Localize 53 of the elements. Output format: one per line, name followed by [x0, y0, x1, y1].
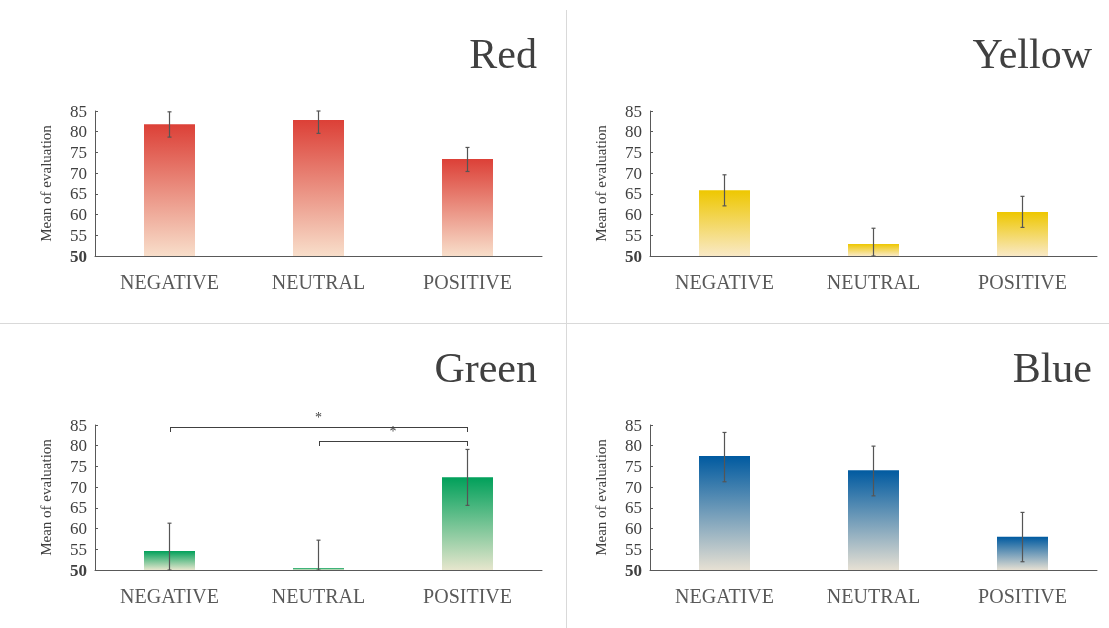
y-axis-title: Mean of evaluation [592, 124, 609, 242]
y-tick-label: 75 [625, 142, 642, 162]
y-tick-label: 50 [625, 246, 642, 266]
x-tick-label: NEUTRAL [826, 585, 921, 607]
x-tick-label: NEUTRAL [826, 271, 921, 293]
y-tick-label: 60 [70, 205, 87, 225]
x-tick-label: POSITIVE [978, 585, 1067, 607]
y-tick-label: 70 [70, 163, 87, 183]
y-tick-label: 70 [70, 477, 87, 497]
y-tick-label: 70 [625, 163, 642, 183]
y-tick-label: 80 [625, 436, 642, 456]
x-tick-label: NEGATIVE [120, 271, 219, 293]
x-tick-label: NEUTRAL [271, 585, 366, 607]
y-tick-label: 85 [70, 415, 87, 435]
chart-title: Blue [1012, 345, 1092, 391]
y-tick-label: 85 [625, 415, 642, 435]
y-tick-label: 60 [625, 519, 642, 539]
y-tick-label: 55 [625, 225, 642, 245]
y-tick-label: 80 [70, 436, 87, 456]
y-tick-label: 85 [70, 101, 87, 121]
chart-title: Green [434, 345, 538, 391]
x-tick-label: POSITIVE [978, 271, 1067, 293]
y-axis-title: Mean of evaluation [37, 438, 54, 556]
y-tick-label: 75 [70, 456, 87, 476]
text: * [314, 410, 323, 425]
chart-title: Yellow [972, 31, 1093, 77]
y-tick-label: 75 [625, 456, 642, 476]
y-tick-label: 50 [70, 246, 87, 266]
y-tick-label: 55 [70, 225, 87, 245]
y-tick-label: 75 [70, 142, 87, 162]
x-tick-label: NEUTRAL [271, 271, 366, 293]
y-tick-label: 60 [70, 519, 87, 539]
y-tick-label: 85 [625, 101, 642, 121]
y-tick-label: 65 [625, 184, 642, 204]
y-tick-label: 55 [70, 539, 87, 559]
y-tick-label: 65 [625, 498, 642, 518]
y-tick-label: 80 [70, 122, 87, 142]
y-axis-title: Mean of evaluation [37, 124, 54, 242]
y-axis-title: Mean of evaluation [592, 438, 609, 556]
y-tick-label: 50 [625, 560, 642, 580]
x-tick-label: NEGATIVE [120, 585, 219, 607]
y-tick-label: 65 [70, 184, 87, 204]
y-tick-label: 50 [70, 560, 87, 580]
x-tick-label: POSITIVE [423, 585, 512, 607]
y-tick-label: 55 [625, 539, 642, 559]
x-tick-label: NEGATIVE [675, 271, 774, 293]
chart-title: Red [469, 31, 537, 77]
y-tick-label: 60 [625, 205, 642, 225]
y-tick-label: 80 [625, 122, 642, 142]
y-tick-label: 65 [70, 498, 87, 518]
x-tick-label: POSITIVE [423, 271, 512, 293]
y-tick-label: 70 [625, 477, 642, 497]
x-tick-label: NEGATIVE [675, 585, 774, 607]
